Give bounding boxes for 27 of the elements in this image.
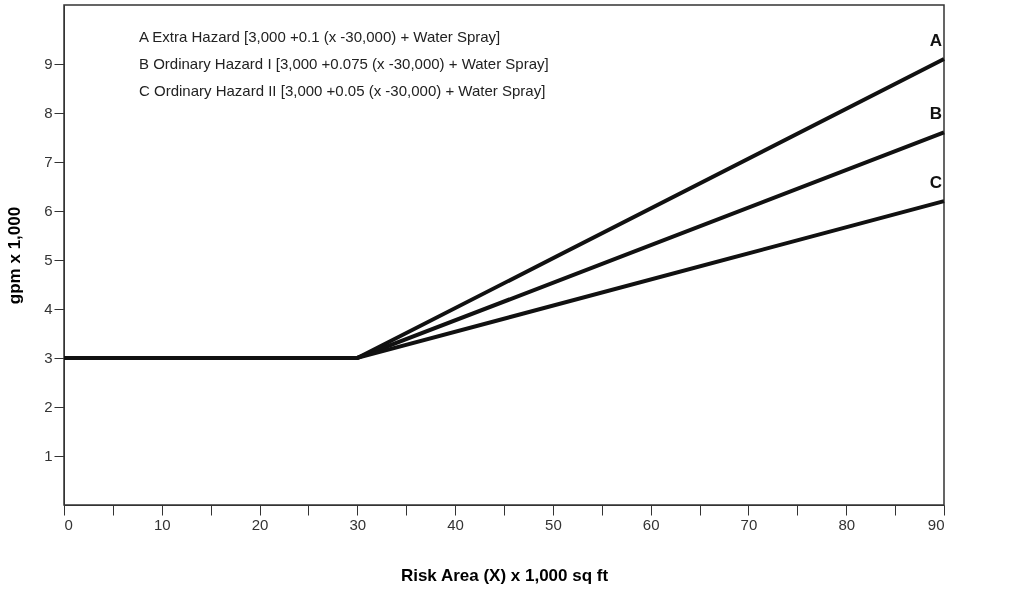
y-tick-label: 2 — [44, 398, 53, 416]
x-tick-label: 30 — [349, 515, 367, 533]
y-tick-label: 1 — [44, 447, 53, 465]
series-label: C — [929, 173, 943, 193]
x-tick-label: 90 — [927, 515, 945, 533]
x-tick-label: 0 — [64, 515, 73, 533]
y-tick-label: 4 — [44, 300, 53, 318]
y-tick-label: 5 — [44, 251, 53, 269]
y-tick-label: 3 — [44, 349, 53, 367]
y-tick-label: 6 — [44, 202, 53, 220]
x-tick-label: 60 — [642, 515, 660, 533]
y-tick-label: 9 — [44, 55, 53, 73]
x-tick-label: 70 — [740, 515, 758, 533]
series-label: A — [929, 30, 943, 50]
x-tick-label: 10 — [153, 515, 171, 533]
x-axis-title: Risk Area (X) x 1,000 sq ft — [400, 565, 609, 585]
annotation: A Extra Hazard [3,000 +0.1 (x -30,000) + Water Spray] — [139, 28, 501, 45]
y-tick-label: 7 — [44, 153, 53, 171]
x-tick-label: 20 — [251, 515, 269, 533]
series-label: B — [929, 104, 943, 124]
y-tick-label: 8 — [44, 104, 53, 122]
annotation: C Ordinary Hazard II [3,000 +0.05 (x -30,000) + Water Spray] — [139, 82, 546, 99]
x-tick-label: 50 — [545, 515, 562, 533]
x-tick-label: 80 — [838, 515, 856, 533]
y-axis-title: gpm x 1,000 — [5, 206, 25, 305]
annotation: B Ordinary Hazard I [3,000 +0.075 (x -30,000) + Water Spray] — [139, 55, 549, 72]
x-tick-label: 40 — [447, 515, 464, 533]
